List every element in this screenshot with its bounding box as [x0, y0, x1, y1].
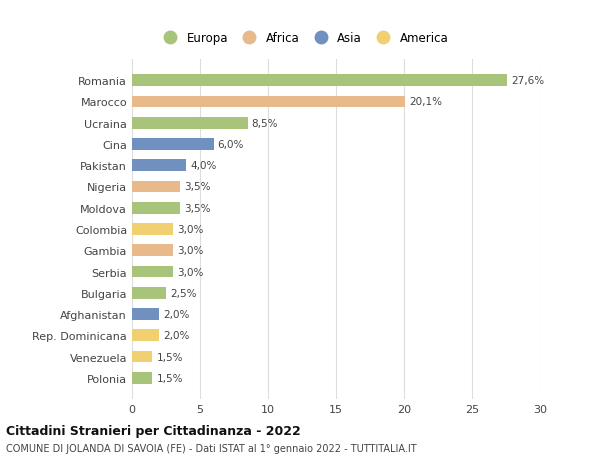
Bar — [132, 160, 187, 172]
Bar — [132, 224, 173, 235]
Text: 27,6%: 27,6% — [511, 76, 545, 86]
Text: 2,0%: 2,0% — [163, 330, 190, 341]
Bar — [132, 181, 179, 193]
Bar — [132, 351, 152, 363]
Text: 1,5%: 1,5% — [157, 373, 183, 383]
Bar — [132, 287, 166, 299]
Text: 6,0%: 6,0% — [218, 140, 244, 150]
Bar — [132, 330, 159, 341]
Bar — [132, 266, 173, 278]
Text: 3,5%: 3,5% — [184, 203, 210, 213]
Bar — [132, 139, 214, 151]
Bar — [132, 96, 406, 108]
Text: 3,0%: 3,0% — [177, 267, 203, 277]
Text: 3,0%: 3,0% — [177, 224, 203, 235]
Text: 1,5%: 1,5% — [157, 352, 183, 362]
Bar — [132, 75, 508, 87]
Bar — [132, 245, 173, 257]
Text: 8,5%: 8,5% — [251, 118, 278, 129]
Text: 20,1%: 20,1% — [409, 97, 442, 107]
Text: Cittadini Stranieri per Cittadinanza - 2022: Cittadini Stranieri per Cittadinanza - 2… — [6, 425, 301, 437]
Bar — [132, 372, 152, 384]
Text: 2,5%: 2,5% — [170, 288, 197, 298]
Bar — [132, 118, 248, 129]
Bar — [132, 202, 179, 214]
Bar — [132, 308, 159, 320]
Legend: Europa, Africa, Asia, America: Europa, Africa, Asia, America — [155, 28, 452, 48]
Text: 3,0%: 3,0% — [177, 246, 203, 256]
Text: 3,5%: 3,5% — [184, 182, 210, 192]
Text: COMUNE DI JOLANDA DI SAVOIA (FE) - Dati ISTAT al 1° gennaio 2022 - TUTTITALIA.IT: COMUNE DI JOLANDA DI SAVOIA (FE) - Dati … — [6, 443, 416, 453]
Text: 4,0%: 4,0% — [190, 161, 217, 171]
Text: 2,0%: 2,0% — [163, 309, 190, 319]
